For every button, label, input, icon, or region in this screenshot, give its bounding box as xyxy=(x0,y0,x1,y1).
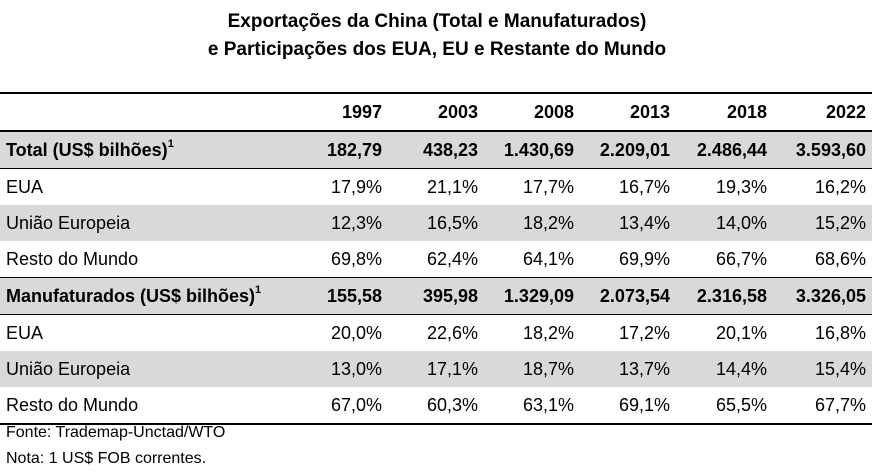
group-row-total: Total (US$ bilhões)1 182,79 438,23 1.430… xyxy=(0,131,872,169)
year-header: 2008 xyxy=(484,92,580,132)
year-header: 2013 xyxy=(580,92,676,132)
row-label: EUA xyxy=(6,176,44,197)
table-cell: 15,4% xyxy=(773,351,872,387)
table-cell: 67,0% xyxy=(288,387,388,425)
row-label: EUA xyxy=(6,322,44,343)
table-cell: 19,3% xyxy=(715,176,767,197)
table-cell: 16,5% xyxy=(388,205,484,241)
year-header: 1997 xyxy=(288,92,388,132)
table-row: EUA 20,0% 22,6% 18,2% 17,2% 20,1% 16,8% xyxy=(0,315,872,352)
table-cell: 64,1% xyxy=(522,248,574,269)
table-cell: 155,58 xyxy=(288,277,388,315)
table-cell: 2.486,44 xyxy=(676,131,773,169)
header-row: 1997 2003 2008 2013 2018 2022 xyxy=(0,92,872,132)
table-cell: 13,7% xyxy=(580,351,676,387)
table-cell: 16,8% xyxy=(814,322,866,343)
table-cell: 17,7% xyxy=(522,176,574,197)
table-cell: 14,4% xyxy=(676,351,773,387)
header-label-cell xyxy=(0,92,288,132)
table-title: Exportações da China (Total e Manufatura… xyxy=(0,8,874,64)
table-cell: 3.326,05 xyxy=(773,277,872,315)
table-cell: 68,6% xyxy=(814,248,866,269)
title-line-1: Exportações da China (Total e Manufatura… xyxy=(227,11,647,32)
row-label: União Europeia xyxy=(0,351,288,387)
table-cell: 63,1% xyxy=(484,387,580,425)
source-note: Fonte: Trademap-Unctad/WTO xyxy=(6,424,226,441)
year-header: 2018 xyxy=(676,92,773,132)
table-row: Resto do Mundo 67,0% 60,3% 63,1% 69,1% 6… xyxy=(0,387,872,425)
table-cell: 22,6% xyxy=(426,322,478,343)
table-cell: 16,7% xyxy=(618,176,670,197)
table-cell: 66,7% xyxy=(715,248,767,269)
row-label: Resto do Mundo xyxy=(6,248,139,269)
table-cell: 3.593,60 xyxy=(773,131,872,169)
table-cell: 18,2% xyxy=(522,322,574,343)
table-cell: 15,2% xyxy=(773,205,872,241)
table-cell: 13,4% xyxy=(580,205,676,241)
table-row: Resto do Mundo 69,8% 62,4% 64,1% 69,9% 6… xyxy=(0,241,872,278)
table-cell: 14,0% xyxy=(676,205,773,241)
exports-table: 1997 2003 2008 2013 2018 2022 Total (US$… xyxy=(0,92,872,425)
table-cell: 17,9% xyxy=(330,176,382,197)
table-cell: 62,4% xyxy=(426,248,478,269)
table-row: União Europeia 12,3% 16,5% 18,2% 13,4% 1… xyxy=(0,205,872,241)
table-cell: 18,2% xyxy=(484,205,580,241)
table-cell: 69,9% xyxy=(618,248,670,269)
table-cell: 17,2% xyxy=(618,322,670,343)
table-cell: 20,1% xyxy=(715,322,767,343)
table-cell: 2.209,01 xyxy=(580,131,676,169)
table-cell: 2.073,54 xyxy=(580,277,676,315)
table-cell: 69,1% xyxy=(580,387,676,425)
table-cell: 60,3% xyxy=(388,387,484,425)
table-cell: 12,3% xyxy=(288,205,388,241)
table-row: União Europeia 13,0% 17,1% 18,7% 13,7% 1… xyxy=(0,351,872,387)
table-cell: 16,2% xyxy=(814,176,866,197)
table-cell: 20,0% xyxy=(330,322,382,343)
table-cell: 18,7% xyxy=(484,351,580,387)
table-cell: 67,7% xyxy=(773,387,872,425)
table-cell: 2.316,58 xyxy=(676,277,773,315)
table-cell: 17,1% xyxy=(388,351,484,387)
table-row: EUA 17,9% 21,1% 17,7% 16,7% 19,3% 16,2% xyxy=(0,169,872,206)
table-cell: 69,8% xyxy=(330,248,382,269)
table-cell: 438,23 xyxy=(388,131,484,169)
group-label: Manufaturados (US$ bilhões)1 xyxy=(0,277,288,315)
table-cell: 395,98 xyxy=(388,277,484,315)
footnote: Nota: 1 US$ FOB correntes. xyxy=(6,450,207,467)
row-label: Resto do Mundo xyxy=(0,387,288,425)
table-cell: 182,79 xyxy=(288,131,388,169)
group-row-manufactured: Manufaturados (US$ bilhões)1 155,58 395,… xyxy=(0,277,872,315)
row-label: União Europeia xyxy=(0,205,288,241)
table-cell: 65,5% xyxy=(676,387,773,425)
table-cell: 1.430,69 xyxy=(484,131,580,169)
group-label: Total (US$ bilhões)1 xyxy=(0,131,288,169)
title-line-2: e Participações dos EUA, EU e Restante d… xyxy=(207,39,667,60)
year-header: 2003 xyxy=(388,92,484,132)
table-cell: 13,0% xyxy=(288,351,388,387)
table-cell: 1.329,09 xyxy=(484,277,580,315)
table-cell: 21,1% xyxy=(426,176,478,197)
year-header: 2022 xyxy=(773,92,872,132)
